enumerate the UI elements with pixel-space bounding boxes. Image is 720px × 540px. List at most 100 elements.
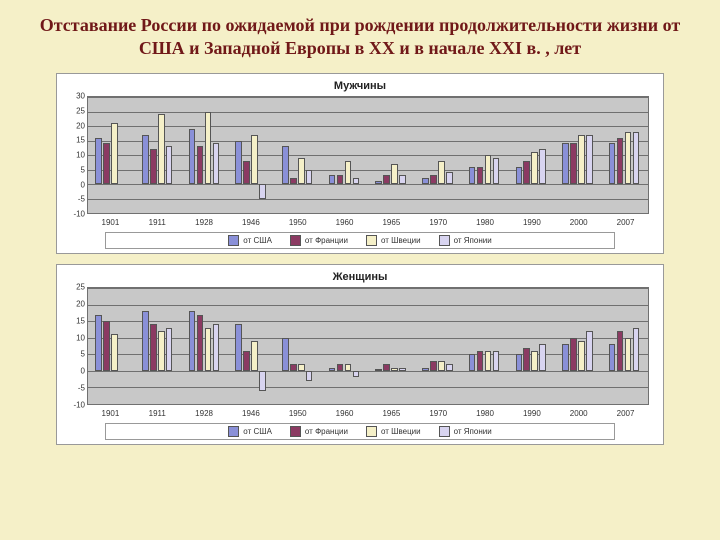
bar-cluster (88, 288, 135, 404)
bar-usa (142, 311, 149, 371)
chart-title: Женщины (65, 271, 655, 283)
bar-france (150, 149, 157, 184)
x-tick-label: 1950 (274, 216, 321, 228)
bar-france (197, 315, 204, 371)
x-tick-label: 1901 (87, 407, 134, 419)
bar-usa (95, 315, 102, 371)
bar-france (290, 364, 297, 371)
bar-sweden (111, 123, 118, 184)
y-tick-label: 20 (65, 121, 85, 130)
y-tick-label: 20 (65, 299, 85, 308)
bar-japan (213, 143, 220, 184)
bar-sweden (158, 114, 165, 184)
bar-cluster (601, 97, 648, 213)
plot-wrap: -10-505101520251901191119281946195019601… (87, 285, 649, 419)
x-tick-label: 1950 (274, 407, 321, 419)
chart-panel-women: Женщины -10-50510152025190119111928194619… (56, 264, 664, 445)
bar-france (617, 331, 624, 371)
legend-item-usa: от США (228, 426, 272, 437)
bar-france (243, 161, 250, 184)
x-tick-label: 1901 (87, 216, 134, 228)
bar-cluster (275, 288, 322, 404)
legend-item-sweden: от Швеции (366, 426, 421, 437)
y-tick-label: -10 (65, 401, 85, 410)
y-tick-label: 25 (65, 106, 85, 115)
bar-france (243, 351, 250, 371)
bar-cluster (135, 97, 182, 213)
bar-usa (282, 146, 289, 184)
legend-label: от Японии (454, 236, 492, 245)
bar-japan (259, 184, 266, 199)
bar-france (337, 175, 344, 184)
bar-usa (562, 143, 569, 184)
bar-cluster (415, 97, 462, 213)
bar-usa (375, 369, 382, 371)
legend-item-japan: от Японии (439, 235, 492, 246)
legend-item-france: от Франции (290, 426, 348, 437)
bar-france (430, 361, 437, 371)
bars-layer (88, 288, 648, 404)
bar-cluster (368, 97, 415, 213)
bar-cluster (321, 288, 368, 404)
bar-usa (469, 167, 476, 184)
bar-usa (282, 338, 289, 371)
bar-france (477, 167, 484, 184)
bar-cluster (508, 97, 555, 213)
page-title: Отставание России по ожидаемой при рожде… (0, 0, 720, 67)
bar-japan (493, 158, 500, 184)
bar-sweden (438, 161, 445, 184)
bar-japan (259, 371, 266, 391)
bar-sweden (485, 351, 492, 371)
bar-france (570, 143, 577, 184)
y-tick-label: 0 (65, 180, 85, 189)
bar-japan (166, 146, 173, 184)
legend-item-sweden: от Швеции (366, 235, 421, 246)
bar-japan (586, 331, 593, 371)
bar-japan (633, 328, 640, 371)
x-tick-label: 2007 (602, 216, 649, 228)
x-tick-label: 1911 (134, 407, 181, 419)
y-tick-label: -10 (65, 210, 85, 219)
bar-sweden (578, 135, 585, 184)
bar-cluster (555, 97, 602, 213)
bar-japan (446, 364, 453, 371)
bar-usa (609, 143, 616, 184)
y-tick-label: 10 (65, 333, 85, 342)
bar-sweden (391, 164, 398, 184)
bar-cluster (508, 288, 555, 404)
bar-france (617, 138, 624, 184)
bar-usa (375, 181, 382, 184)
y-tick-label: 25 (65, 283, 85, 292)
legend-label: от Франции (305, 427, 348, 436)
bar-cluster (461, 288, 508, 404)
bar-france (523, 161, 530, 184)
legend-label: от Швеции (381, 427, 421, 436)
bar-usa (469, 354, 476, 371)
bar-cluster (415, 288, 462, 404)
bar-japan (353, 178, 360, 184)
x-axis-labels: 1901191119281946195019601965197019801990… (87, 216, 649, 228)
bar-usa (142, 135, 149, 184)
x-tick-label: 2000 (555, 216, 602, 228)
bar-japan (399, 368, 406, 371)
x-tick-label: 1960 (321, 407, 368, 419)
x-tick-label: 1960 (321, 216, 368, 228)
bar-japan (306, 170, 313, 185)
legend-swatch (290, 426, 301, 437)
x-tick-label: 2007 (602, 407, 649, 419)
bar-japan (586, 135, 593, 184)
bar-cluster (461, 97, 508, 213)
bar-cluster (601, 288, 648, 404)
bar-usa (516, 354, 523, 371)
bar-sweden (391, 368, 398, 371)
legend-item-usa: от США (228, 235, 272, 246)
legend-swatch (439, 235, 450, 246)
bar-sweden (251, 341, 258, 371)
x-tick-label: 1980 (462, 407, 509, 419)
legend: от СШАот Францииот Швецииот Японии (105, 232, 615, 249)
bar-usa (329, 368, 336, 371)
bar-sweden (625, 132, 632, 184)
chart-title: Мужчины (65, 80, 655, 92)
legend-swatch (228, 426, 239, 437)
bar-japan (399, 175, 406, 184)
